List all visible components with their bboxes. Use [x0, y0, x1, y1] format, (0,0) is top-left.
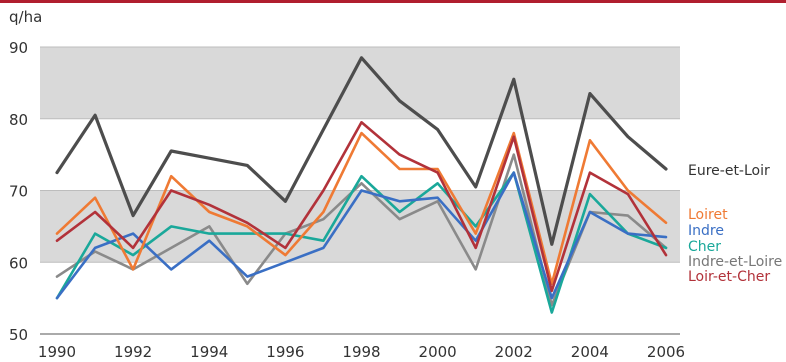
- x-tick-label: 2006: [647, 343, 685, 361]
- y-axis-label: q/ha: [9, 8, 42, 26]
- series-line-eure-et-loir: [55, 56, 668, 246]
- series-line-cher: [55, 171, 668, 314]
- series-line-loir-et-cher: [55, 121, 668, 293]
- legend-label: Eure-et-Loir: [688, 163, 770, 179]
- legend-label: Cher: [688, 239, 721, 255]
- x-tick-label: 2000: [419, 343, 457, 361]
- x-tick-label: 1990: [38, 343, 76, 361]
- top-rule: [0, 0, 786, 3]
- legend-label: Loir-et-Cher: [688, 269, 770, 285]
- y-tick-label: 50: [9, 326, 28, 344]
- legend-label: Indre: [688, 223, 724, 239]
- series-line-loiret: [55, 131, 668, 286]
- y-tick-label: 70: [9, 183, 28, 201]
- x-tick-label: 2004: [571, 343, 609, 361]
- legend-label: Indre-et-Loire: [688, 254, 782, 270]
- x-tick-label: 1994: [190, 343, 228, 361]
- series-line-indre: [55, 171, 668, 300]
- x-tick-label: 2002: [495, 343, 533, 361]
- y-tick-label: 90: [9, 39, 28, 57]
- y-tick-label: 80: [9, 111, 28, 129]
- legend-label: Loiret: [688, 207, 728, 223]
- x-tick-label: 1992: [114, 343, 152, 361]
- x-tick-label: 1998: [342, 343, 380, 361]
- y-tick-label: 60: [9, 254, 28, 272]
- x-tick-label: 1996: [266, 343, 304, 361]
